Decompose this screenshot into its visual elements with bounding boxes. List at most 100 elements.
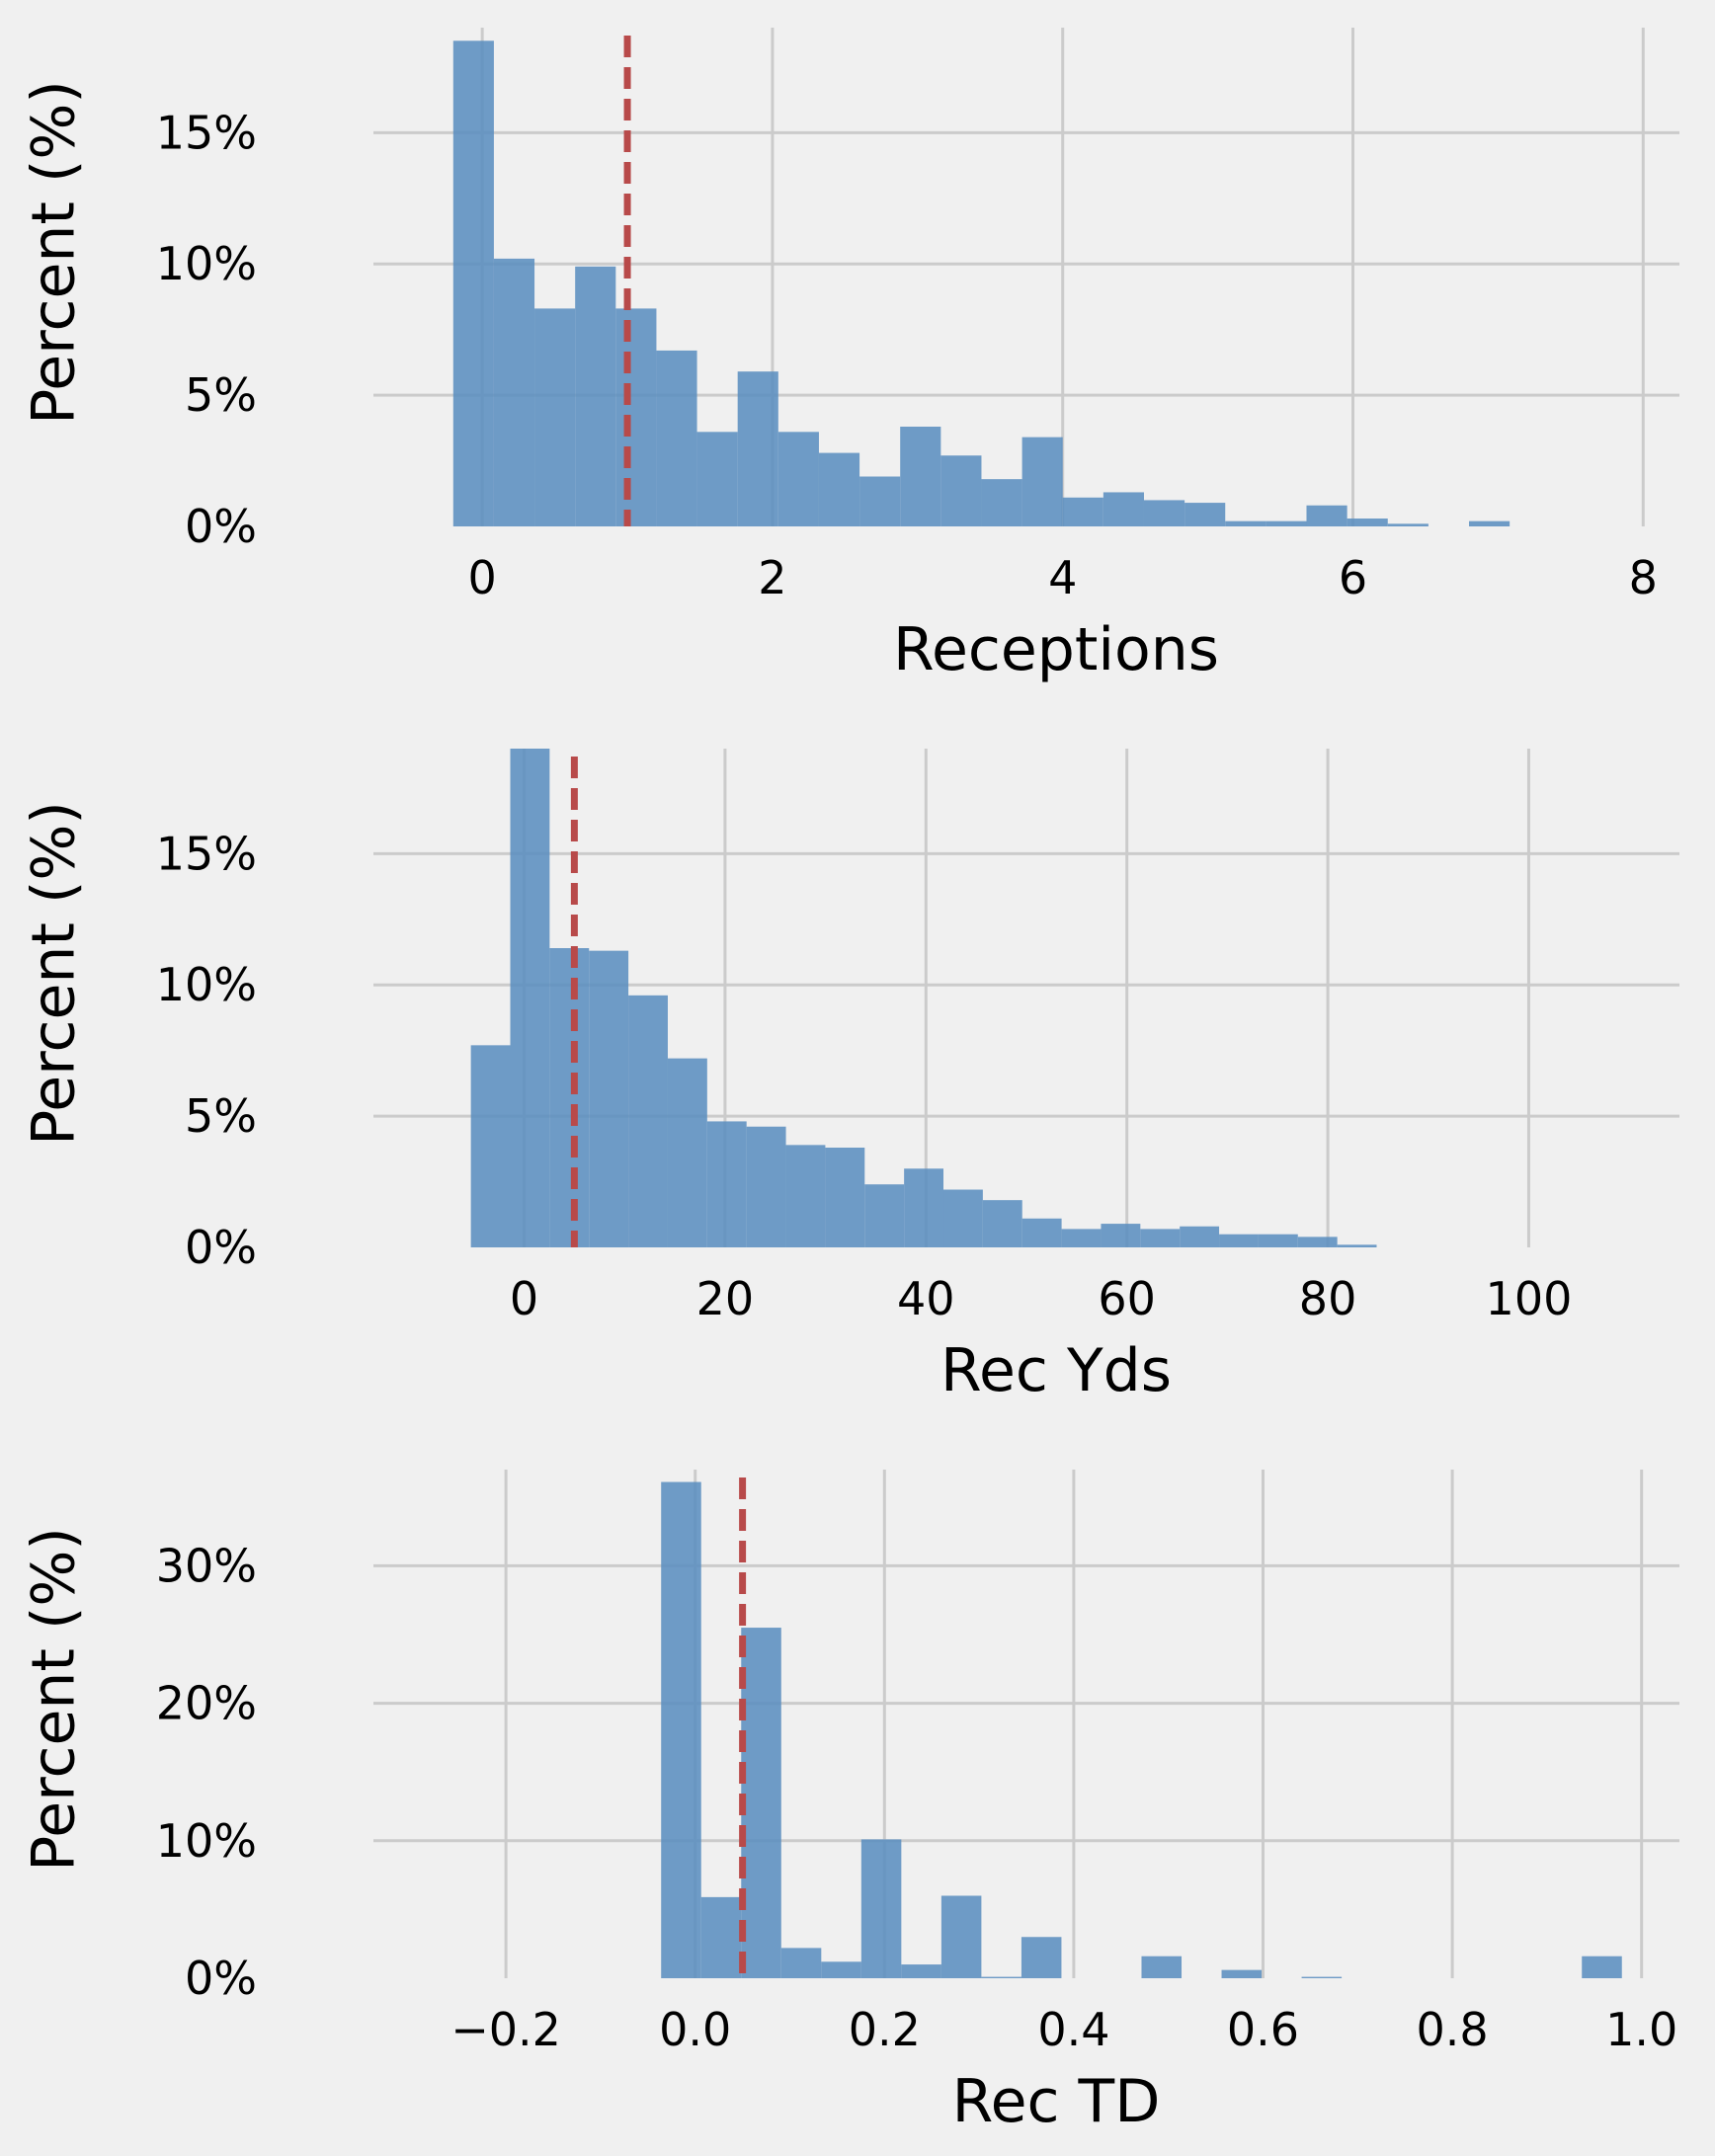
rec-td-histogram-bar bbox=[1141, 1956, 1183, 1978]
rec-td-x-tick-label: 0.4 bbox=[1037, 2003, 1109, 2056]
rec-yds-histogram-bar bbox=[904, 1168, 944, 1247]
receptions-histogram-bar bbox=[1143, 500, 1185, 526]
receptions-histogram-bar bbox=[737, 371, 778, 526]
rec-td-x-tick-label: 0.6 bbox=[1227, 2003, 1299, 2056]
rec-yds-x-tick-label: 60 bbox=[1098, 1272, 1156, 1325]
receptions-x-axis-label: Receptions bbox=[893, 615, 1219, 684]
rec-td-histogram: −0.2 0.0 0.2 0.4 0.6 0.8 1.0 0% 10% 20% 30% Rec T… bbox=[20, 1470, 1679, 2136]
receptions-x-tick-label: 0 bbox=[468, 551, 497, 604]
rec-yds-x-tick-label: 80 bbox=[1299, 1272, 1357, 1325]
rec-yds-x-tick-label: 0 bbox=[510, 1272, 538, 1325]
rec-yds-histogram-bar bbox=[746, 1126, 786, 1247]
rec-yds-histogram-bar bbox=[667, 1058, 707, 1247]
receptions-histogram-bar bbox=[1225, 520, 1266, 526]
rec-yds-histogram-bar bbox=[1101, 1224, 1141, 1247]
rec-yds-histogram-bar bbox=[549, 948, 590, 1247]
rec-td-x-tick-label: 0.8 bbox=[1417, 2003, 1489, 2056]
rec-yds-x-axis-label: Rec Yds bbox=[940, 1336, 1172, 1405]
rec-td-histogram-bar bbox=[1021, 1937, 1062, 1978]
rec-td-y-tick-label: 20% bbox=[156, 1677, 257, 1730]
rec-td-histogram-bar bbox=[780, 1948, 822, 1978]
receptions-histogram-bar bbox=[696, 432, 738, 526]
rec-yds-histogram-bar bbox=[510, 749, 550, 1247]
receptions-y-tick-label: 15% bbox=[156, 106, 257, 159]
receptions-y-tick-label: 10% bbox=[156, 237, 257, 290]
receptions-x-tick-label: 8 bbox=[1629, 551, 1658, 604]
rec-td-histogram-bar bbox=[940, 1895, 982, 1978]
rec-yds-y-tick-label: 10% bbox=[156, 958, 257, 1011]
receptions-histogram-bar bbox=[1347, 519, 1388, 526]
rec-yds-histogram-bar bbox=[1021, 1218, 1062, 1247]
rec-yds-histogram-bar bbox=[470, 1045, 511, 1247]
receptions-histogram-bar bbox=[575, 266, 616, 526]
receptions-histogram-bar bbox=[1021, 437, 1063, 526]
rec-yds-histogram-bar bbox=[982, 1200, 1022, 1247]
rec-td-histogram-bar bbox=[821, 1961, 861, 1978]
rec-td-histogram-bar bbox=[1301, 1976, 1343, 1978]
receptions-histogram-bar bbox=[818, 452, 860, 526]
rec-yds-x-tick-label: 100 bbox=[1486, 1272, 1573, 1325]
receptions-y-axis-label: Percent (%) bbox=[20, 80, 89, 425]
receptions-histogram-bar bbox=[1062, 497, 1103, 526]
receptions-histogram-bar bbox=[859, 476, 901, 526]
receptions-histogram-bar bbox=[777, 432, 819, 526]
receptions-x-tick-label: 6 bbox=[1339, 551, 1367, 604]
rec-yds-histogram-bar bbox=[1140, 1229, 1181, 1247]
receptions-histogram-bar bbox=[452, 40, 494, 526]
receptions-histogram-bar bbox=[1387, 523, 1429, 526]
receptions-x-tick-label: 2 bbox=[758, 551, 786, 604]
rec-td-x-tick-label: −0.2 bbox=[450, 2003, 561, 2056]
rec-td-histogram-bar bbox=[860, 1839, 902, 1978]
receptions-histogram-bar bbox=[1102, 492, 1144, 526]
rec-yds-histogram-bar bbox=[1297, 1237, 1338, 1247]
rec-td-x-tick-label: 0.0 bbox=[659, 2003, 731, 2056]
rec-td-y-tick-label: 30% bbox=[156, 1539, 257, 1592]
rec-yds-histogram-bar bbox=[1061, 1229, 1102, 1247]
rec-td-histogram-bar bbox=[661, 1481, 701, 1978]
receptions-histogram-bar bbox=[615, 308, 657, 526]
receptions-histogram-bar bbox=[1469, 520, 1511, 526]
rec-td-y-axis-label: Percent (%) bbox=[20, 1527, 89, 1872]
receptions-histogram-bar bbox=[1184, 503, 1226, 526]
rec-td-histogram-bar bbox=[1221, 1969, 1263, 1978]
rec-td-y-tick-label: 0% bbox=[185, 1952, 257, 2005]
rec-yds-histogram-bar bbox=[943, 1189, 983, 1247]
receptions-histogram-bar bbox=[493, 258, 535, 526]
rec-td-x-axis-label: Rec TD bbox=[952, 2067, 1161, 2136]
rec-td-histogram-bar bbox=[1582, 1956, 1622, 1978]
rec-td-y-tick-label: 10% bbox=[156, 1814, 257, 1868]
receptions-histogram-bar bbox=[981, 479, 1022, 526]
rec-yds-histogram-bar bbox=[864, 1184, 905, 1247]
rec-td-x-tick-label: 0.2 bbox=[849, 2003, 921, 2056]
rec-yds-y-axis-label: Percent (%) bbox=[20, 801, 89, 1146]
receptions-x-tick-label: 4 bbox=[1048, 551, 1077, 604]
receptions-histogram-bar bbox=[1266, 520, 1307, 526]
rec-td-histogram-bar bbox=[700, 1896, 742, 1978]
receptions-histogram-bar bbox=[900, 427, 941, 526]
rec-yds-histogram-bar bbox=[825, 1148, 865, 1247]
rec-yds-y-tick-label: 0% bbox=[185, 1221, 257, 1274]
receptions-histogram-bar bbox=[656, 350, 697, 526]
rec-yds-x-tick-label: 20 bbox=[696, 1272, 755, 1325]
rec-yds-histogram-bar bbox=[1219, 1234, 1259, 1247]
rec-yds-histogram: 0 20 40 60 80 100 0% 5% 10% 15% Rec Yds Percent … bbox=[20, 749, 1679, 1405]
receptions-histogram-bar bbox=[940, 455, 982, 526]
rec-yds-histogram-bar bbox=[628, 995, 668, 1247]
rec-yds-y-tick-label: 15% bbox=[156, 827, 257, 880]
rec-yds-histogram-bar bbox=[589, 950, 629, 1247]
rec-td-histogram-bar bbox=[901, 1964, 941, 1978]
rec-yds-histogram-bar bbox=[1337, 1244, 1377, 1247]
rec-yds-histogram-bar bbox=[706, 1121, 747, 1247]
rec-td-histogram-bar bbox=[741, 1628, 781, 1978]
receptions-histogram: 0 2 4 6 8 0% 5% 10% 15% Receptions Percent (%) bbox=[20, 28, 1679, 684]
receptions-histogram-bar bbox=[534, 308, 576, 526]
rec-yds-y-tick-label: 5% bbox=[185, 1089, 257, 1143]
rec-td-x-tick-label: 1.0 bbox=[1605, 2003, 1677, 2056]
receptions-y-tick-label: 0% bbox=[185, 500, 257, 553]
rec-yds-histogram-bar bbox=[1258, 1234, 1298, 1247]
rec-td-histogram-bar bbox=[981, 1976, 1021, 1978]
rec-yds-histogram-bar bbox=[1180, 1226, 1220, 1247]
rec-yds-histogram-bar bbox=[785, 1145, 826, 1247]
